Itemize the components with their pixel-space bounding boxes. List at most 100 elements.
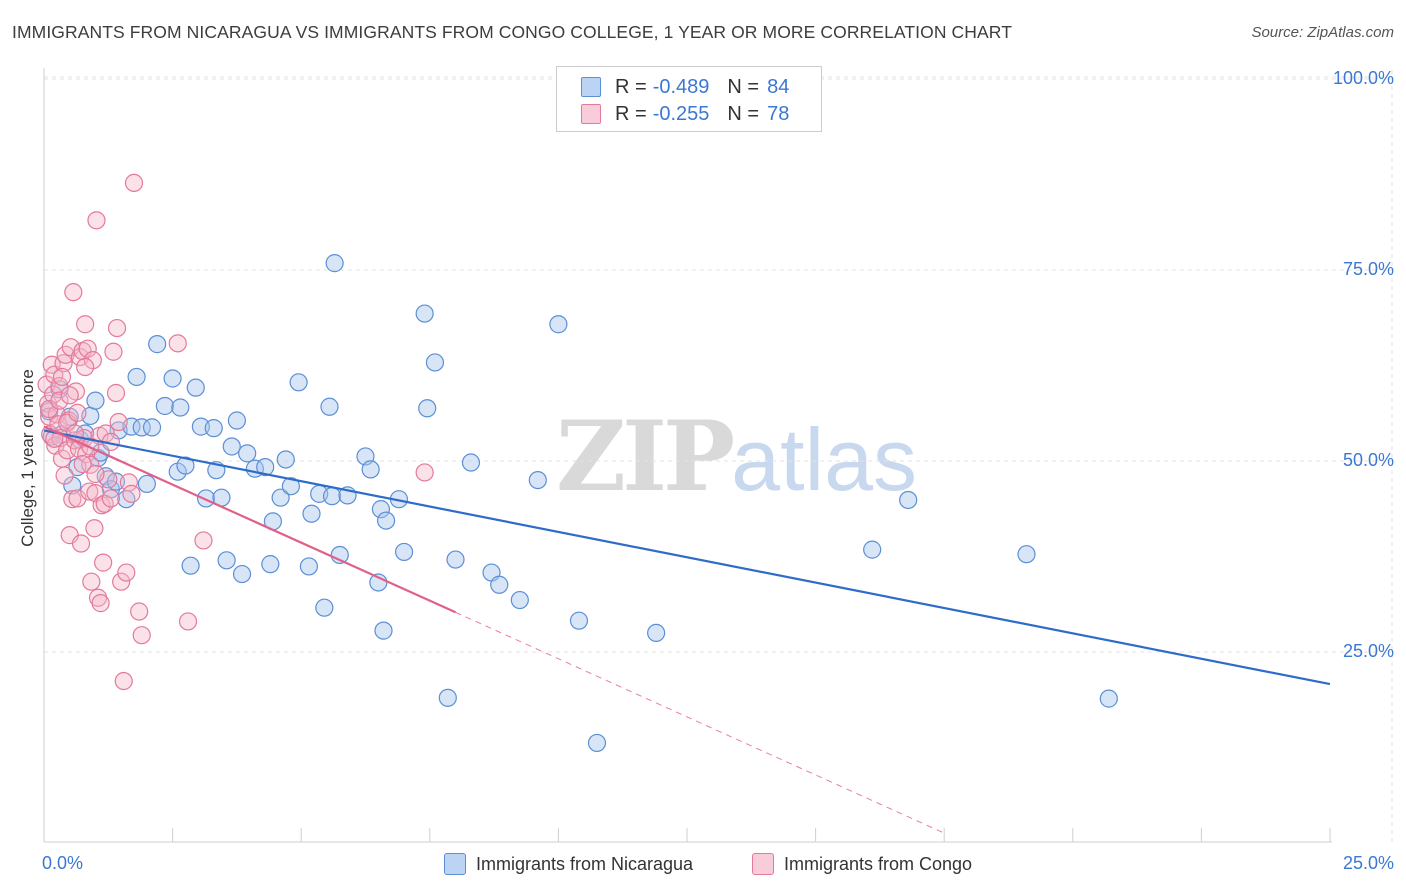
data-point-nicaragua bbox=[204, 419, 223, 438]
data-point-nicaragua bbox=[271, 488, 290, 507]
legend-swatch-pink bbox=[581, 104, 601, 124]
data-point-congo bbox=[117, 563, 136, 582]
data-point-congo bbox=[94, 553, 113, 572]
data-point-congo bbox=[86, 464, 105, 484]
legend-row-nicaragua: R = -0.489 N = 84 bbox=[581, 75, 789, 99]
data-point-nicaragua bbox=[171, 398, 190, 417]
data-point-nicaragua bbox=[232, 564, 252, 584]
data-point-nicaragua bbox=[587, 733, 607, 753]
data-point-congo bbox=[85, 519, 104, 538]
data-point-nicaragua bbox=[163, 369, 182, 388]
legend-n-label: N = bbox=[727, 75, 760, 98]
data-point-congo bbox=[81, 455, 100, 474]
data-point-nicaragua bbox=[148, 335, 167, 354]
data-point-nicaragua bbox=[438, 688, 457, 707]
data-point-nicaragua bbox=[510, 590, 529, 610]
data-point-nicaragua bbox=[371, 500, 391, 519]
bottom-legend-label: Immigrants from Congo bbox=[784, 853, 973, 874]
data-point-congo bbox=[82, 572, 101, 591]
data-point-congo bbox=[78, 339, 97, 358]
bottom-legend-swatch-pink bbox=[752, 853, 774, 875]
legend-r-value: -0.255 bbox=[652, 102, 710, 125]
data-point-nicaragua bbox=[1017, 545, 1036, 564]
data-point-nicaragua bbox=[289, 373, 308, 392]
data-point-congo bbox=[106, 383, 126, 403]
trend-lines bbox=[43, 425, 1331, 834]
data-point-congo bbox=[91, 594, 110, 613]
data-point-congo bbox=[107, 318, 127, 338]
bottom-legend-nicaragua: Immigrants from Nicaragua bbox=[444, 852, 693, 876]
data-point-congo bbox=[64, 283, 83, 302]
legend-n-value: 84 bbox=[767, 75, 790, 98]
y-tick-label: 50.0% bbox=[1342, 450, 1394, 470]
data-point-nicaragua bbox=[222, 437, 241, 456]
data-point-congo bbox=[119, 473, 138, 492]
data-point-nicaragua bbox=[446, 550, 465, 569]
data-point-nicaragua bbox=[132, 418, 151, 437]
data-point-nicaragua bbox=[322, 487, 342, 506]
data-point-nicaragua bbox=[238, 444, 257, 463]
data-point-nicaragua bbox=[181, 556, 200, 575]
legend-r-label: R = bbox=[615, 102, 647, 125]
data-point-congo bbox=[92, 496, 111, 515]
bottom-legend-swatch-blue bbox=[444, 853, 466, 875]
data-point-congo bbox=[68, 403, 87, 422]
data-point-nicaragua bbox=[394, 542, 414, 562]
data-point-nicaragua bbox=[276, 450, 295, 469]
data-point-congo bbox=[415, 463, 434, 482]
data-point-congo bbox=[80, 482, 99, 501]
data-point-congo bbox=[101, 489, 120, 508]
data-point-nicaragua bbox=[528, 471, 547, 490]
congo-points bbox=[37, 173, 434, 691]
data-point-nicaragua bbox=[647, 623, 666, 643]
data-point-nicaragua bbox=[415, 304, 434, 323]
axes bbox=[43, 68, 1332, 843]
y-tick-label: 100.0% bbox=[1332, 68, 1394, 88]
data-point-nicaragua bbox=[176, 456, 195, 475]
data-point-congo bbox=[168, 334, 187, 353]
data-point-nicaragua bbox=[320, 397, 339, 416]
trend-line-nicaragua bbox=[43, 429, 1331, 686]
data-point-nicaragua bbox=[490, 575, 509, 594]
bottom-legend-label: Immigrants from Nicaragua bbox=[476, 853, 694, 874]
nicaragua-points bbox=[40, 254, 1118, 753]
legend-row-congo: R = -0.255 N = 78 bbox=[581, 102, 789, 126]
data-point-congo bbox=[55, 466, 74, 485]
data-point-nicaragua bbox=[86, 391, 105, 410]
data-point-congo bbox=[132, 626, 151, 645]
data-point-nicaragua bbox=[261, 555, 280, 574]
data-point-nicaragua bbox=[142, 418, 162, 437]
data-point-congo bbox=[194, 531, 213, 550]
data-point-nicaragua bbox=[227, 411, 246, 430]
data-point-nicaragua bbox=[325, 254, 344, 273]
data-point-congo bbox=[73, 454, 92, 474]
legend-r-label: R = bbox=[615, 75, 647, 98]
data-point-nicaragua bbox=[256, 458, 275, 477]
data-point-nicaragua bbox=[374, 621, 393, 640]
data-point-congo bbox=[71, 534, 91, 553]
data-point-congo bbox=[52, 367, 72, 387]
data-point-nicaragua bbox=[315, 598, 334, 617]
x-tick-label-min: 0.0% bbox=[42, 853, 84, 873]
data-point-nicaragua bbox=[899, 490, 918, 510]
legend-n-label: N = bbox=[727, 102, 760, 125]
data-point-nicaragua bbox=[217, 551, 236, 570]
chart-title: IMMIGRANTS FROM NICARAGUA VS IMMIGRANTS … bbox=[12, 22, 1012, 42]
data-point-congo bbox=[83, 351, 102, 370]
data-point-congo bbox=[124, 173, 144, 193]
data-point-nicaragua bbox=[376, 511, 396, 530]
bottom-legend-congo: Immigrants from Congo bbox=[752, 852, 972, 876]
legend-swatch-blue bbox=[581, 77, 601, 97]
data-point-congo bbox=[63, 490, 82, 509]
data-point-congo bbox=[112, 572, 131, 591]
data-point-nicaragua bbox=[196, 489, 216, 508]
data-point-congo bbox=[50, 391, 69, 410]
legend-n-value: 78 bbox=[767, 102, 790, 125]
data-point-nicaragua bbox=[299, 557, 319, 576]
data-point-congo bbox=[109, 412, 128, 432]
data-point-nicaragua bbox=[137, 474, 156, 494]
data-point-congo bbox=[104, 342, 123, 361]
data-point-nicaragua bbox=[461, 453, 481, 472]
data-point-congo bbox=[60, 386, 79, 405]
